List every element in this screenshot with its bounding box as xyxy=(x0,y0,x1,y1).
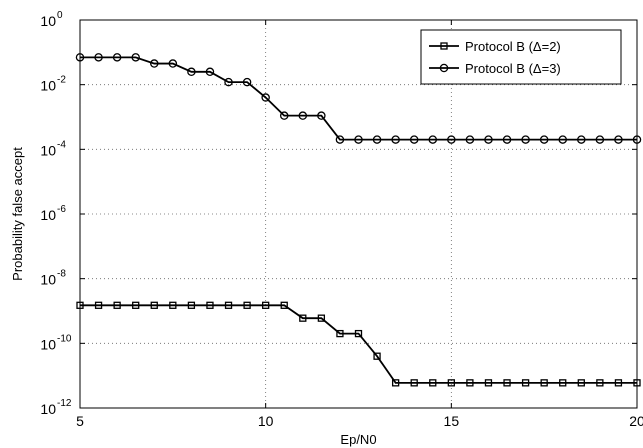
data-point xyxy=(280,301,288,309)
series-line xyxy=(80,304,637,384)
data-point xyxy=(447,379,455,387)
y-tick-label: 10 xyxy=(40,401,56,417)
data-point xyxy=(279,111,289,120)
data-point xyxy=(336,329,344,338)
data-point xyxy=(614,135,623,144)
data-point xyxy=(354,135,363,144)
data-point xyxy=(429,379,437,387)
y-tick-label: 10 xyxy=(40,336,56,352)
data-point xyxy=(614,379,623,387)
data-point xyxy=(262,301,270,309)
data-point xyxy=(299,314,307,322)
y-tick-exponent: -10 xyxy=(57,333,72,344)
data-point xyxy=(502,135,512,144)
data-point xyxy=(187,301,196,309)
data-point xyxy=(298,111,308,120)
data-point xyxy=(112,53,122,62)
legend-item: Protocol B (Δ=2) xyxy=(429,39,561,54)
y-tick-label: 10 xyxy=(40,142,56,158)
data-point xyxy=(595,135,605,144)
data-point xyxy=(243,301,251,309)
y-tick-exponent: -12 xyxy=(57,398,72,409)
data-point xyxy=(521,379,530,387)
data-point xyxy=(168,59,178,68)
data-point xyxy=(391,379,400,387)
data-point xyxy=(187,67,196,77)
data-point xyxy=(391,135,400,144)
data-point xyxy=(559,379,567,387)
data-point xyxy=(261,93,270,102)
data-point xyxy=(335,135,345,144)
y-tick-exponent: 0 xyxy=(57,10,63,21)
legend: Protocol B (Δ=2) Protocol B (Δ=3) xyxy=(420,29,622,85)
y-tick-label: 10 xyxy=(40,207,56,223)
data-point xyxy=(465,135,475,144)
data-point xyxy=(224,301,233,309)
data-point xyxy=(94,53,103,62)
x-tick-label: 20 xyxy=(629,413,643,429)
data-point xyxy=(94,301,103,309)
series-line xyxy=(80,56,637,141)
data-point xyxy=(373,352,381,360)
x-tick-label: 5 xyxy=(76,413,84,429)
data-point xyxy=(131,53,140,62)
data-point xyxy=(539,135,549,144)
data-point xyxy=(317,111,326,120)
data-point xyxy=(540,379,548,387)
x-axis-title: Ep/N0 xyxy=(340,432,376,447)
data-point xyxy=(150,301,158,309)
y-tick-label: 10 xyxy=(40,272,56,288)
legend-box xyxy=(420,29,622,85)
data-point xyxy=(428,135,438,144)
y-tick-exponent: -2 xyxy=(57,75,66,86)
data-point xyxy=(372,135,382,144)
series-layer xyxy=(75,53,642,387)
data-point xyxy=(132,301,140,309)
y-tick-label: 10 xyxy=(40,13,56,29)
grid-lines xyxy=(80,20,637,408)
legend-label: Protocol B (Δ=2) xyxy=(465,39,561,54)
data-point xyxy=(206,301,214,309)
y-tick-exponent: -8 xyxy=(57,269,66,280)
data-point xyxy=(169,301,177,309)
circle-marker-icon xyxy=(439,63,449,73)
legend-label: Protocol B (Δ=3) xyxy=(465,61,561,76)
data-point xyxy=(410,379,418,387)
y-tick-exponent: -4 xyxy=(57,139,66,150)
data-point xyxy=(354,329,363,338)
data-point xyxy=(484,379,493,387)
data-point xyxy=(558,135,567,144)
data-point xyxy=(317,314,326,322)
data-point xyxy=(447,135,456,144)
x-tick-label: 10 xyxy=(258,413,274,429)
data-point xyxy=(242,77,252,87)
data-point xyxy=(577,135,586,144)
data-point xyxy=(577,379,585,387)
y-tick-exponent: -6 xyxy=(57,204,66,215)
y-tick-label: 10 xyxy=(40,78,56,94)
data-point xyxy=(503,379,511,387)
data-point xyxy=(224,77,233,87)
data-point xyxy=(521,135,530,144)
data-point xyxy=(596,379,604,387)
x-tick-label: 15 xyxy=(444,413,460,429)
data-point xyxy=(466,379,474,387)
data-point xyxy=(150,59,159,68)
data-point xyxy=(409,135,419,144)
y-axis-title: Probability false accept xyxy=(10,147,25,281)
series-2 xyxy=(75,53,642,144)
data-point xyxy=(484,135,493,144)
legend-item: Protocol B (Δ=3) xyxy=(429,61,561,76)
data-point xyxy=(113,301,121,309)
data-point xyxy=(205,67,215,77)
square-marker-icon xyxy=(440,42,448,50)
series-1 xyxy=(76,301,641,387)
